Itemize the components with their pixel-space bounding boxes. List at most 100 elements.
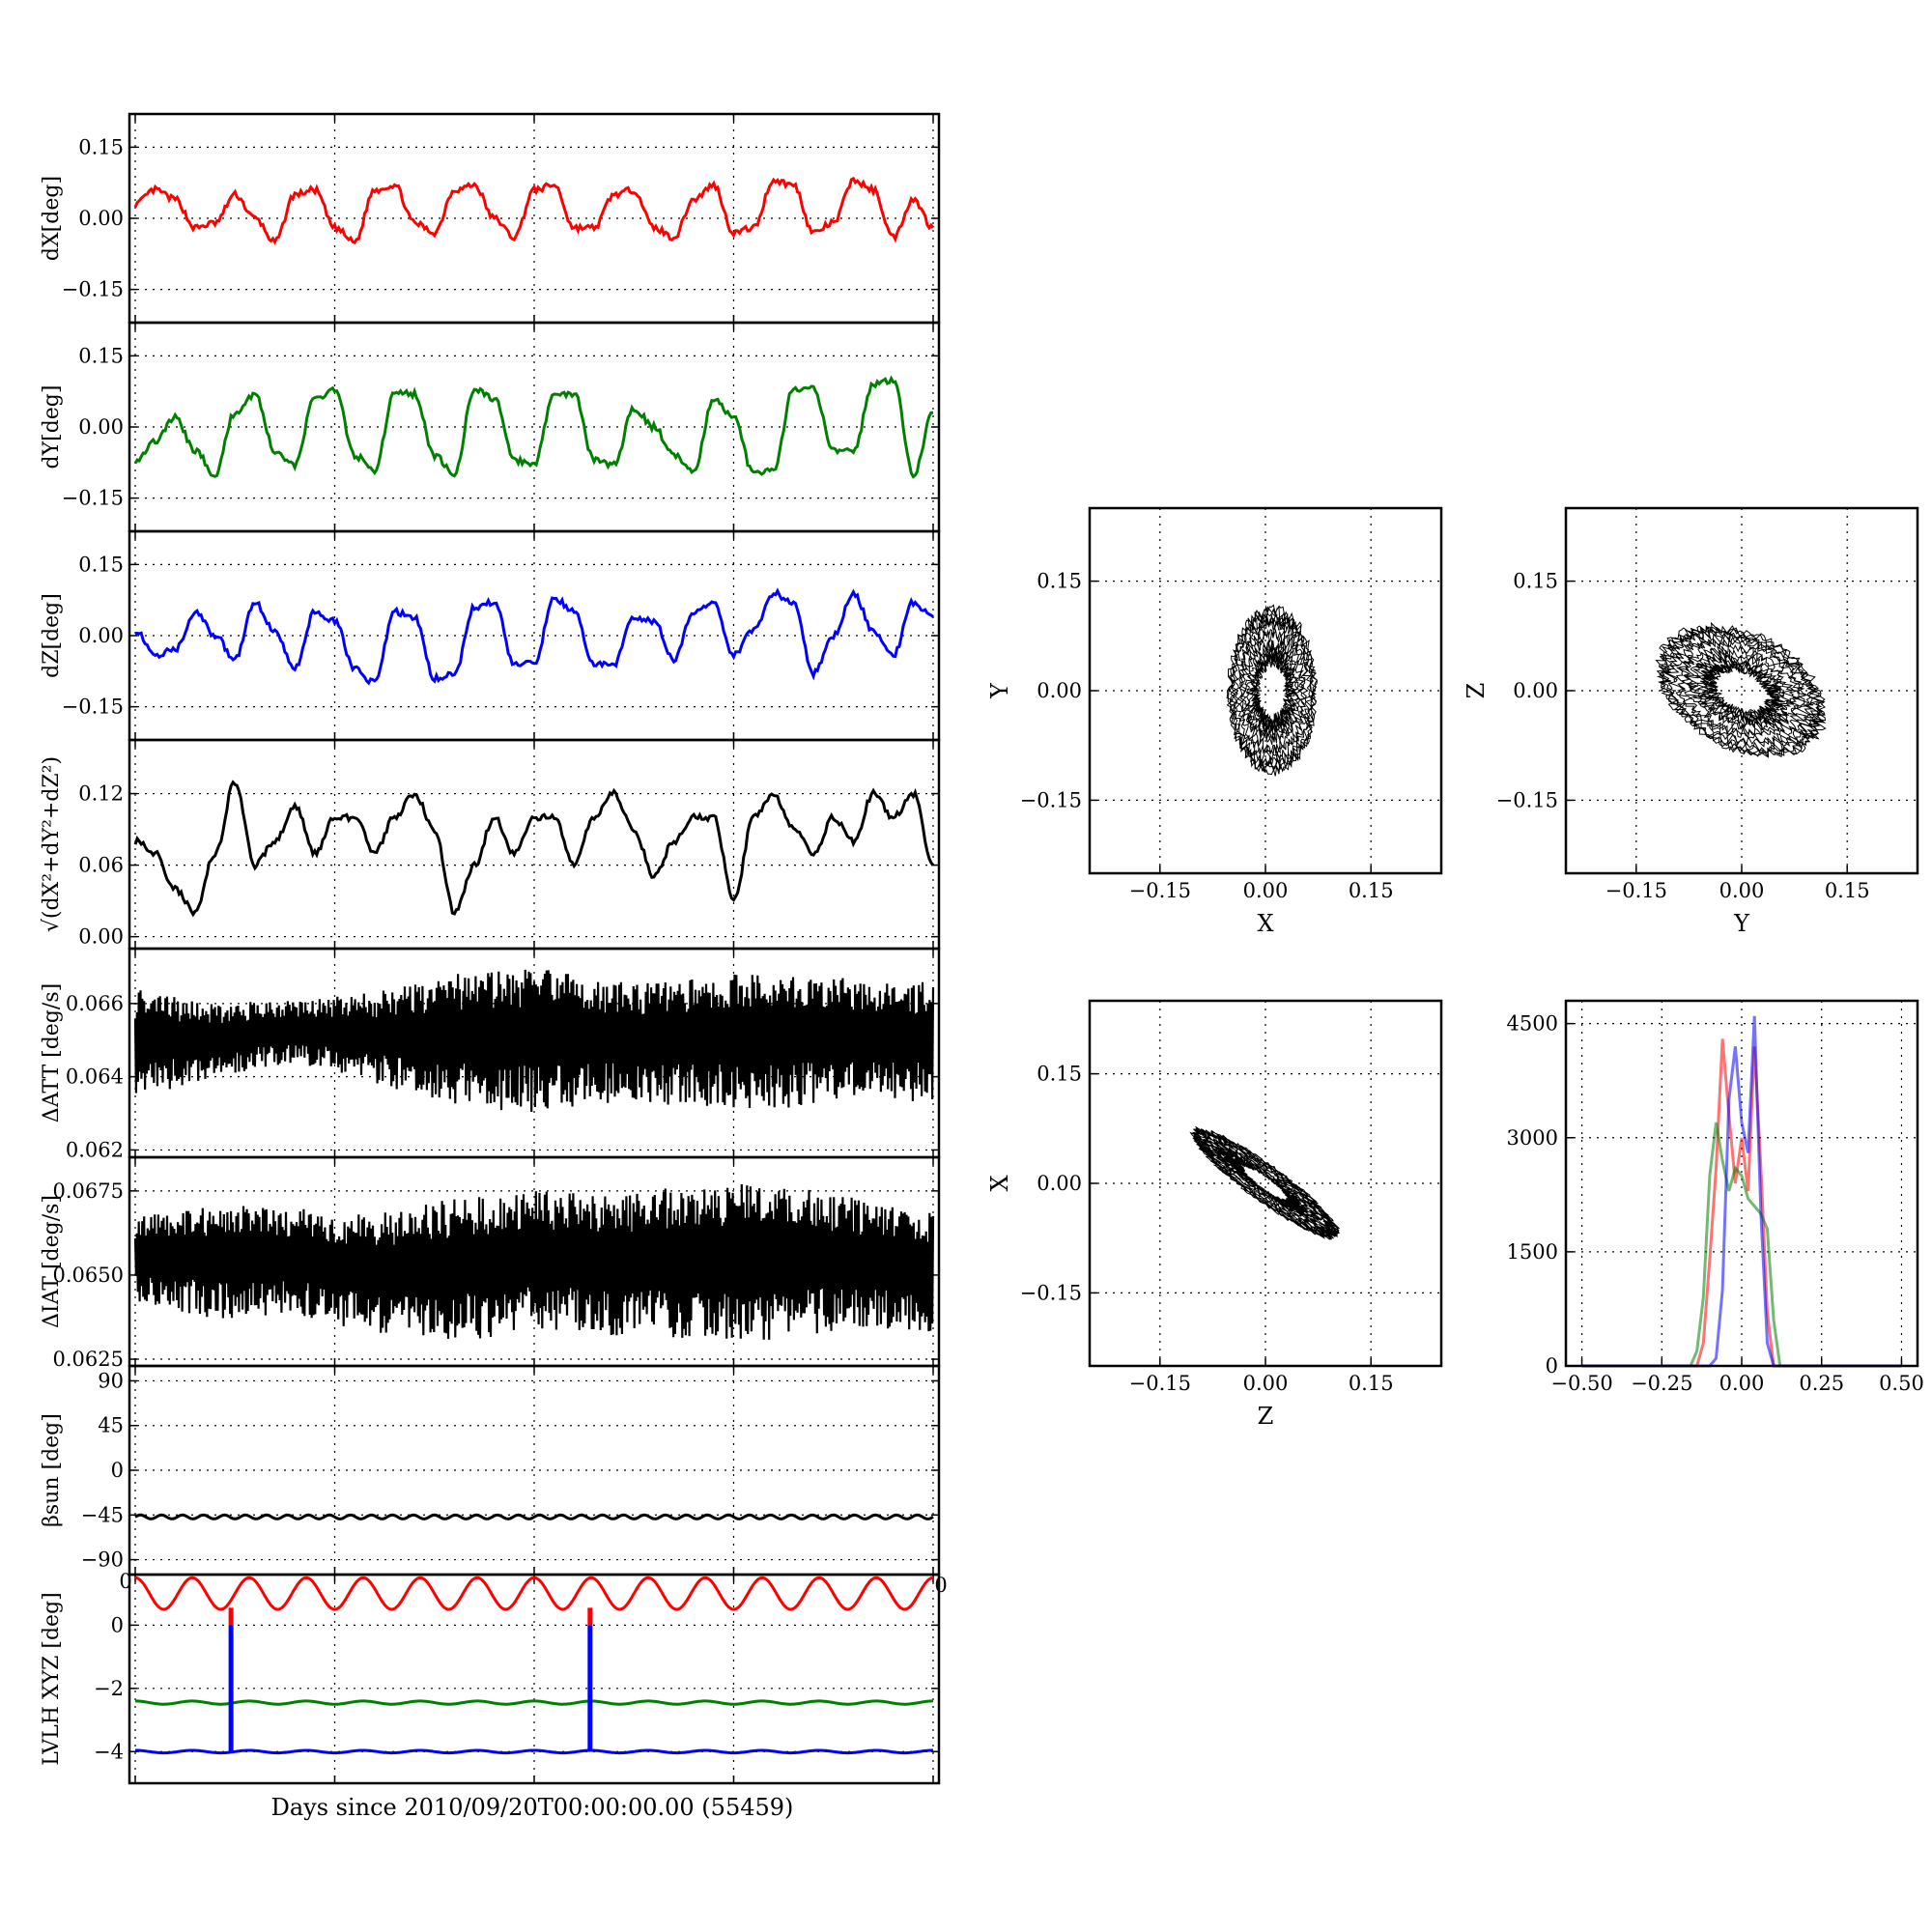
series-line-dY <box>133 375 933 479</box>
y-axis-label: ΔIAT [deg/s] <box>40 1195 64 1328</box>
panel-mag: 0.12 0.06 0.00 √(dX²+dY²+dZ²) <box>40 738 941 951</box>
panel-beta_sun: 90 45 0 −45 −90 βsun [deg] <box>40 1364 941 1577</box>
edge-tick-label-0: 0 <box>119 1570 131 1593</box>
y-tick-label: 45 <box>98 1414 124 1437</box>
x-tick-label: 0.15 <box>1349 879 1394 902</box>
y-tick-label: 0 <box>111 1459 124 1482</box>
trajectory-line-ZX <box>1189 1125 1340 1240</box>
y-axis-label: dX[deg] <box>40 176 64 261</box>
y-tick-label: 0.066 <box>66 992 124 1015</box>
series-line-dZ <box>134 587 934 686</box>
left-panels: 0.15 0.00 −0.15 dX[deg] 0.15 0.00 −0.15 dY[deg]… <box>40 112 941 1785</box>
trajectory-line-XY <box>1226 604 1318 777</box>
panel-YZ: −0.15 0.00 0.15 0.15 0.00 −0.15 Y Z <box>1463 506 1919 937</box>
y-tick-label: −4 <box>94 1740 124 1763</box>
x-tick-label: −0.50 <box>1550 1372 1612 1395</box>
y-tick-label: −0.15 <box>1496 788 1558 811</box>
trajectory-line-YZ <box>1655 621 1827 758</box>
y-axis-label: ΔATT [deg/s] <box>40 983 64 1122</box>
series-line-lvlh-Z <box>135 1748 933 1755</box>
x-axis-label: Z <box>1258 1403 1274 1430</box>
y-tick-label: 0 <box>111 1613 124 1636</box>
series-line-dIAT <box>133 1183 935 1340</box>
y-tick-label: 3000 <box>1507 1126 1558 1150</box>
x-axis-label: X <box>1257 910 1273 937</box>
panel-dX: 0.15 0.00 −0.15 dX[deg] <box>40 112 941 325</box>
y-tick-label: 0.064 <box>66 1065 124 1089</box>
y-tick-label: −0.15 <box>62 487 124 510</box>
panel-dIAT: 0.0675 0.0650 0.0625 ΔIAT [deg/s] <box>40 1155 941 1371</box>
panel-XY: −0.15 0.00 0.15 0.15 0.00 −0.15 X Y <box>986 506 1443 937</box>
x-tick-label: 0.15 <box>1825 879 1870 902</box>
y-tick-label: −0.15 <box>62 696 124 719</box>
x-tick-label: −0.15 <box>1129 879 1191 902</box>
y-tick-label: 0 <box>1546 1354 1558 1378</box>
y-tick-label: 0.00 <box>1037 1172 1082 1195</box>
y-tick-label: −2 <box>94 1677 124 1700</box>
y-tick-label: 0.15 <box>78 344 124 367</box>
y-tick-label: 0.062 <box>66 1138 124 1161</box>
y-tick-label: 0.00 <box>78 207 124 230</box>
y-tick-label: 0.0650 <box>53 1264 124 1287</box>
y-axis-label: √(dX²+dY²+dZ²) <box>40 756 64 932</box>
panel-frame <box>1088 999 1443 1368</box>
series-line-dATT <box>133 969 935 1113</box>
series-line-lvlh-X <box>134 1576 934 1611</box>
right-panels: −0.15 0.00 0.15 0.15 0.00 −0.15 X Y −0.15 0.00 0.1… <box>986 506 1924 1430</box>
series-line-beta-sun <box>134 1513 934 1520</box>
y-tick-label: −45 <box>81 1503 124 1526</box>
panel-frame <box>1088 506 1443 875</box>
y-tick-label: 0.06 <box>78 854 124 877</box>
series-line-mag <box>133 780 935 918</box>
x-tick-label: 0.00 <box>1719 1372 1765 1395</box>
panel-dY: 0.15 0.00 −0.15 dY[deg] <box>40 321 941 533</box>
y-tick-label: 0.0675 <box>53 1179 124 1203</box>
x-tick-label: 0.00 <box>1719 879 1765 902</box>
series-line-dX <box>133 176 935 245</box>
panel-lvlh: 0 −2 −4 LVLH XYZ [deg] <box>40 1573 941 1785</box>
y-tick-label: 0.15 <box>1037 570 1082 593</box>
y-tick-label: 0.15 <box>1037 1063 1082 1086</box>
y-tick-label: −0.15 <box>62 278 124 301</box>
y-tick-label: 0.15 <box>1513 570 1558 593</box>
y-tick-label: 0.00 <box>78 415 124 439</box>
y-tick-label: 1500 <box>1507 1240 1558 1264</box>
panel-frame <box>1564 999 1919 1368</box>
y-axis-label: X <box>986 1175 1013 1191</box>
panel-frame <box>1564 506 1919 875</box>
x-tick-label: 0.00 <box>1243 879 1289 902</box>
common-x-axis-label: Days since 2010/09/20T00:00:00.00 (55459… <box>271 1794 794 1821</box>
y-tick-label: 4500 <box>1507 1012 1558 1036</box>
panel-frame <box>128 1573 941 1785</box>
y-tick-label: 0.00 <box>1037 679 1082 702</box>
y-tick-label: 0.0625 <box>53 1348 124 1371</box>
series-line-lvlh-Y <box>135 1699 933 1706</box>
y-axis-label: βsun [deg] <box>40 1413 64 1527</box>
x-tick-label: −0.15 <box>1605 879 1667 902</box>
y-axis-label: dZ[deg] <box>40 593 64 678</box>
panel-dZ: 0.15 0.00 −0.15 dZ[deg] <box>40 529 941 742</box>
histogram-line-1 <box>1581 1122 1902 1368</box>
y-tick-label: −0.15 <box>1020 788 1082 811</box>
x-axis-label: Y <box>1733 910 1750 937</box>
edge-tick-label-1: 0 <box>934 1574 947 1597</box>
x-tick-label: 0.50 <box>1879 1372 1924 1395</box>
y-tick-label: −90 <box>81 1548 124 1572</box>
x-tick-label: 0.15 <box>1349 1372 1394 1395</box>
x-tick-label: −0.15 <box>1129 1372 1191 1395</box>
y-axis-label: Y <box>986 682 1013 699</box>
panel-ZX: −0.15 0.00 0.15 0.15 0.00 −0.15 Z X <box>986 999 1443 1430</box>
y-tick-label: −0.15 <box>1020 1281 1082 1304</box>
y-tick-label: 0.15 <box>78 135 124 158</box>
y-tick-label: 0.15 <box>78 553 124 576</box>
y-tick-label: 0.00 <box>1513 679 1558 702</box>
y-tick-label: 90 <box>98 1369 124 1392</box>
y-axis-label: Z <box>1463 683 1490 699</box>
x-tick-label: 0.00 <box>1243 1372 1289 1395</box>
x-tick-label: 0.25 <box>1799 1372 1844 1395</box>
y-tick-label: 0.00 <box>78 925 124 949</box>
y-tick-label: 0.12 <box>78 782 124 806</box>
y-axis-label: LVLH XYZ [deg] <box>40 1592 64 1766</box>
